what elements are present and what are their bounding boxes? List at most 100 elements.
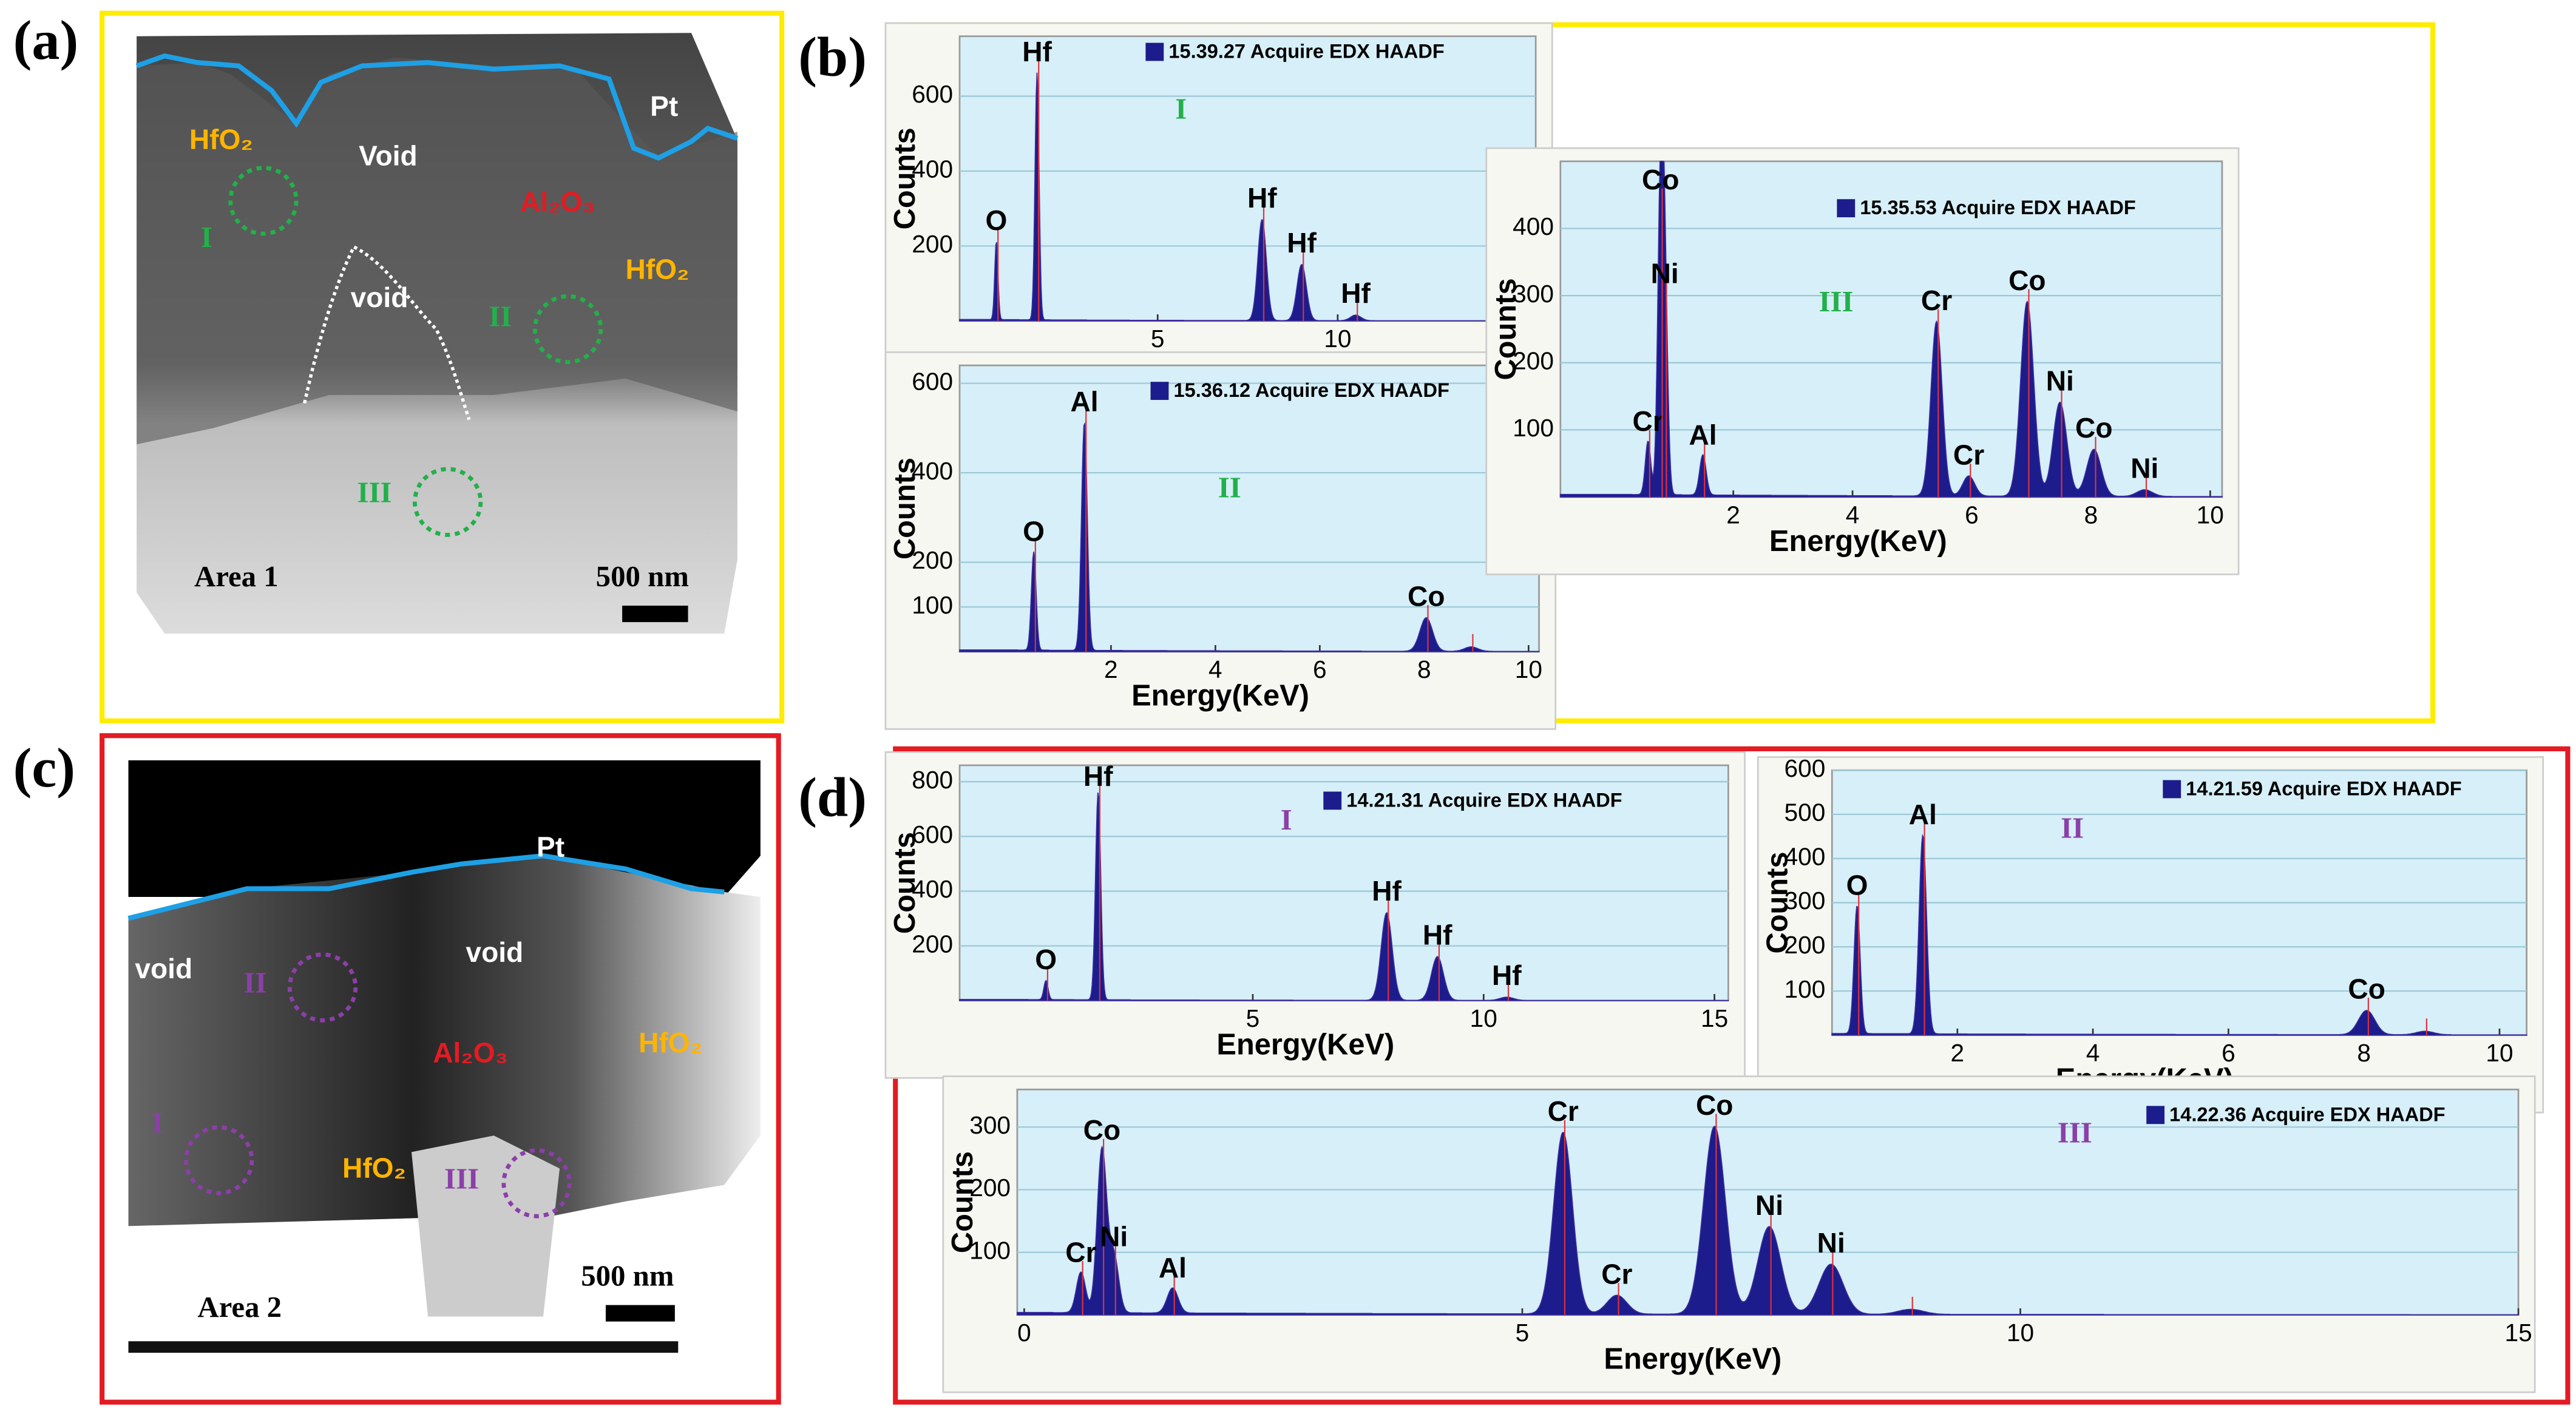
y-tick-label: 200 — [1513, 347, 1554, 374]
y-tick-label: 100 — [1785, 975, 1826, 1003]
peak-label: Cr — [1065, 1236, 1096, 1268]
x-tick-label: 6 — [2222, 1039, 2235, 1067]
spectrum-area — [1831, 833, 2527, 1036]
y-tick-label: 200 — [912, 230, 953, 258]
annotation: Al₂O₃ — [520, 186, 595, 217]
peak-label: Co — [2008, 265, 2046, 296]
annotation: II — [243, 967, 266, 999]
x-axis-label: Energy(KeV) — [1131, 680, 1309, 712]
y-axis-label: Counts — [889, 127, 921, 229]
tem-image-a — [135, 33, 739, 634]
peak-label: Cr — [1921, 285, 1952, 316]
peak-label: Cr — [1601, 1258, 1632, 1290]
spectrum-title: 14.21.31 Acquire EDX HAADF — [1346, 789, 1622, 811]
annotation: I — [151, 1106, 163, 1139]
peak-label: Co — [1083, 1114, 1120, 1146]
peak-label: Al — [1689, 419, 1717, 450]
x-axis-label: Energy(KeV) — [1216, 1029, 1394, 1061]
y-tick-label: 400 — [1513, 212, 1554, 240]
peak-label: O — [986, 205, 1008, 236]
spectrum: 200 400 600 800 5 10 15 O Hf Hf Hf Hf 14.21.31 Acqui… — [884, 751, 1746, 1079]
x-tick-label: 5 — [1151, 325, 1165, 353]
annotation: 500 nm — [596, 560, 689, 593]
peak-label: Co — [2348, 973, 2385, 1004]
legend-swatch — [1150, 382, 1169, 401]
x-axis-label: Energy(KeV) — [1604, 1343, 1781, 1376]
annotation: Al₂O₃ — [433, 1037, 508, 1069]
panel-label: (d) — [798, 766, 867, 828]
y-tick-label: 100 — [912, 591, 953, 619]
x-tick-label: 6 — [1313, 655, 1327, 683]
y-axis-label: Counts — [1761, 851, 1794, 953]
x-tick-label: 6 — [1965, 501, 1979, 529]
plot-area — [958, 364, 1540, 653]
panel-label: (b) — [798, 25, 867, 87]
peak-label: Hf — [1247, 182, 1277, 214]
y-tick-label: 600 — [1785, 754, 1826, 782]
peak-label: Ni — [2046, 365, 2074, 397]
x-tick-label: 10 — [2197, 501, 2224, 529]
spectrum-area — [1017, 1126, 2519, 1316]
spectrum-area — [959, 792, 1729, 1001]
y-tick-label: 100 — [1513, 414, 1554, 442]
y-tick-label: 100 — [969, 1236, 1011, 1264]
y-tick-label: 200 — [1785, 931, 1826, 959]
y-axis-label: Counts — [889, 458, 921, 560]
x-tick-label: 4 — [2086, 1039, 2100, 1067]
spectrum: 20040060051015OHfHfHfHf15.39.27 Acquire … — [884, 22, 1553, 399]
peak-label: Ni — [1755, 1189, 1783, 1221]
annotation: Void — [359, 140, 417, 172]
peak-label: Al — [1159, 1252, 1187, 1283]
x-tick-label: 10 — [2007, 1319, 2034, 1347]
y-tick-label: 200 — [912, 930, 953, 958]
annotation: void — [135, 953, 192, 984]
annotation: Area 2 — [197, 1291, 282, 1324]
spectrum-area — [959, 72, 1536, 322]
x-axis-label: Energy(KeV) — [1769, 525, 1947, 558]
plot-area — [958, 35, 1537, 322]
y-tick-label: 400 — [912, 457, 953, 485]
annotation: Pt — [537, 831, 564, 863]
peak-label: Al — [1909, 799, 1937, 830]
panel-label: (c) — [13, 737, 75, 799]
annotation: HfO₂ — [342, 1152, 406, 1183]
annotation: Pt — [650, 90, 678, 122]
peak-label: Cr — [1633, 405, 1664, 437]
tem-image-c — [127, 760, 761, 1353]
legend-swatch — [1837, 199, 1856, 218]
annotation: II — [489, 300, 512, 333]
spectrum-title: 14.21.59 Acquire EDX HAADF — [2186, 777, 2461, 799]
y-tick-label: 600 — [912, 367, 953, 395]
plot-area — [958, 764, 1729, 1002]
peak-label: Hf — [1022, 36, 1052, 67]
y-axis-label: Counts — [946, 1151, 979, 1253]
annotation: void — [466, 936, 523, 968]
peak-label: Co — [1408, 580, 1445, 612]
y-tick-label: 400 — [912, 875, 953, 903]
spectrum-title: 15.35.53 Acquire EDX HAADF — [1860, 197, 2135, 218]
panel-label: (a) — [13, 9, 79, 71]
x-tick-label: 5 — [1246, 1004, 1260, 1032]
x-tick-label: 10 — [2486, 1039, 2513, 1067]
y-tick-label: 300 — [969, 1111, 1011, 1139]
region-label: II — [2061, 812, 2084, 845]
spectrum-area — [1559, 161, 2223, 498]
y-tick-label: 300 — [1513, 280, 1554, 308]
peak-label: Ni — [1817, 1227, 1845, 1259]
x-tick-label: 15 — [1701, 1004, 1728, 1032]
spectrum-title: 15.39.27 Acquire EDX HAADF — [1168, 40, 1444, 62]
annotation: HfO₂ — [625, 254, 689, 285]
frame-c — [100, 733, 781, 1405]
peak-label: Hf — [1372, 875, 1402, 907]
x-tick-label: 0 — [1017, 1319, 1031, 1347]
legend-swatch — [1323, 791, 1342, 810]
spectrum: 100 200 300 400 500 600 2 4 6 8 10 O Al Co 14.21.59 Ac… — [1757, 754, 2544, 1114]
annotation: III — [444, 1162, 479, 1195]
x-tick-label: 5 — [1516, 1319, 1530, 1347]
region-label: III — [1819, 285, 1854, 318]
x-tick-label: 10 — [1515, 655, 1542, 683]
annotation: III — [357, 476, 391, 509]
